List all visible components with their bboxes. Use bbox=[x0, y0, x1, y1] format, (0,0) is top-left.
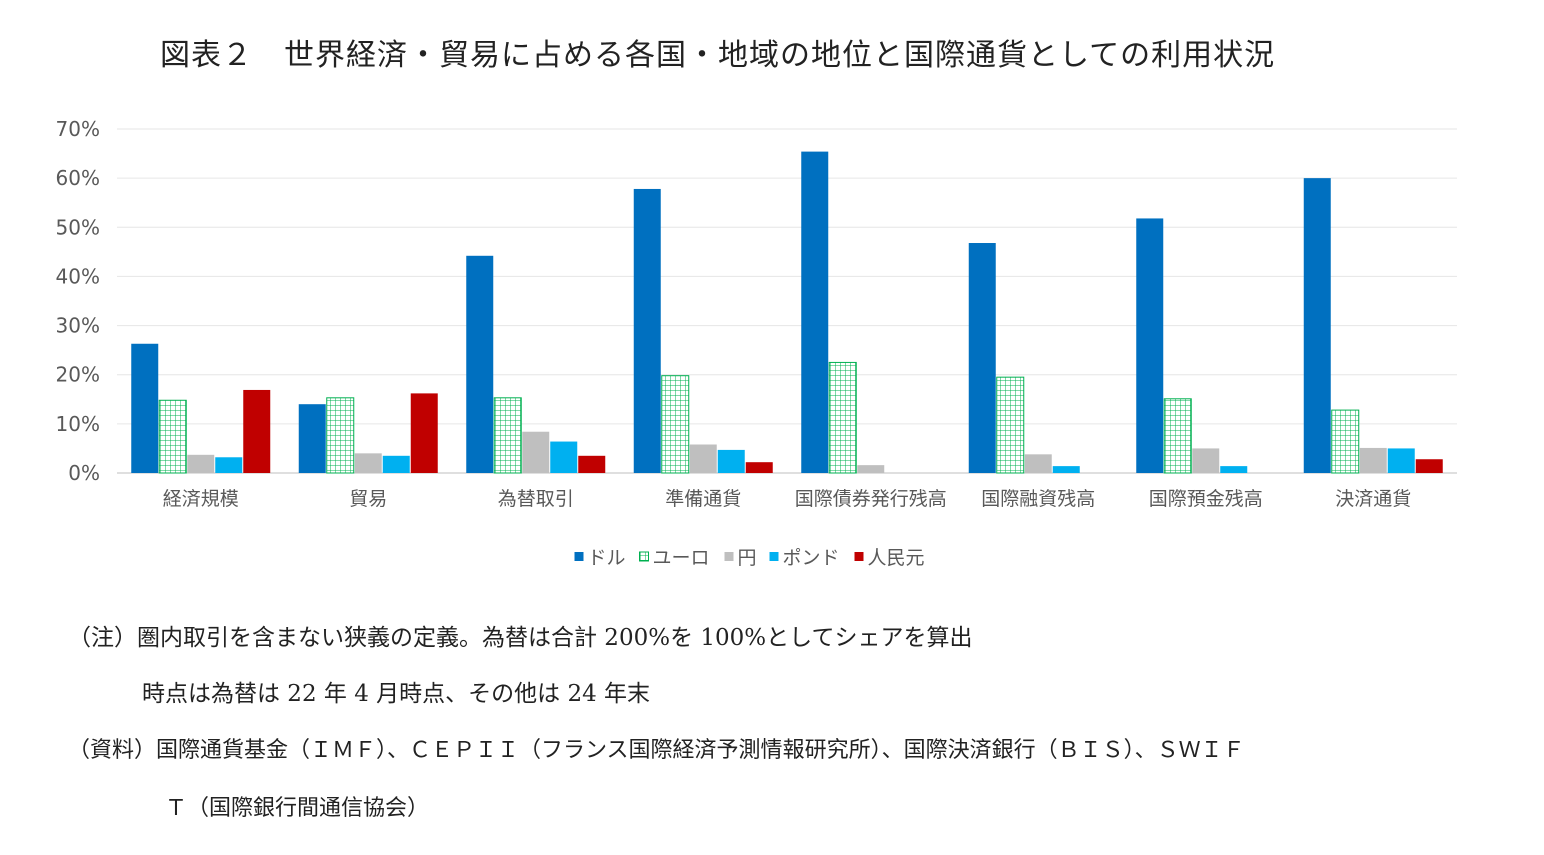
bar-ドル-準備通貨 bbox=[633, 188, 661, 473]
bar-ポンド-国際融資残高 bbox=[1052, 466, 1080, 473]
bar-人民元-経済規模 bbox=[243, 389, 271, 473]
category-label: 国際預金残高 bbox=[1149, 488, 1263, 510]
bar-ユーロ-為替取引 bbox=[493, 397, 522, 474]
bar-円-為替取引 bbox=[522, 431, 550, 473]
y-tick-label: 50% bbox=[56, 215, 100, 239]
bar-人民元-為替取引 bbox=[578, 455, 606, 473]
legend-label-ユーロ: ユーロ bbox=[653, 547, 710, 569]
bar-ドル-国際債券発行残高 bbox=[801, 151, 829, 473]
y-tick-label: 20% bbox=[56, 363, 100, 387]
y-tick-label: 60% bbox=[56, 166, 100, 190]
legend-swatch-人民元 bbox=[854, 552, 864, 561]
bars bbox=[131, 151, 1443, 474]
category-label: 決済通貨 bbox=[1335, 488, 1411, 510]
bar-人民元-貿易 bbox=[410, 393, 438, 473]
bar-ユーロ-準備通貨 bbox=[661, 375, 690, 474]
bar-ドル-国際融資残高 bbox=[968, 243, 996, 473]
legend-swatch-ユーロ bbox=[639, 551, 649, 562]
bar-ポンド-経済規模 bbox=[215, 457, 243, 473]
bar-円-国際融資残高 bbox=[1024, 454, 1052, 473]
category-label: 国際債券発行残高 bbox=[795, 488, 947, 510]
y-tick-label: 30% bbox=[56, 314, 100, 338]
chart-title: 図表２ 世界経済・貿易に占める各国・地域の地位と国際通貨としての利用状況 bbox=[160, 38, 1276, 73]
bar-ドル-為替取引 bbox=[466, 255, 494, 473]
bar-ポンド-国際預金残高 bbox=[1220, 466, 1248, 473]
legend-swatch-円 bbox=[724, 552, 734, 561]
bar-ドル-貿易 bbox=[298, 404, 326, 473]
legend-label-円: 円 bbox=[738, 547, 757, 569]
bar-円-決済通貨 bbox=[1359, 447, 1387, 473]
category-label: 為替取引 bbox=[498, 488, 574, 510]
legend-label-人民元: 人民元 bbox=[868, 547, 925, 569]
bar-円-貿易 bbox=[354, 453, 382, 473]
bar-ユーロ-国際預金残高 bbox=[1163, 398, 1192, 474]
legend: ドル ユーロ 円 ポンド 人民元 bbox=[574, 547, 925, 569]
category-label: 経済規模 bbox=[163, 488, 239, 510]
bar-ドル-経済規模 bbox=[131, 343, 159, 473]
bar-ポンド-決済通貨 bbox=[1387, 448, 1415, 473]
bar-ユーロ-経済規模 bbox=[158, 399, 187, 474]
y-tick-label: 70% bbox=[56, 117, 100, 141]
bar-人民元-準備通貨 bbox=[745, 462, 773, 473]
y-axis-ticks: 0% 10% 20% 30% 40% 50% 60% 70% bbox=[56, 117, 100, 485]
category-label: 国際融資残高 bbox=[981, 488, 1095, 510]
source-line-2: Ｔ（国際銀行間通信協会） bbox=[165, 796, 430, 821]
bar-ユーロ-決済通貨 bbox=[1331, 409, 1360, 474]
bar-円-経済規模 bbox=[187, 454, 215, 473]
bar-ポンド-貿易 bbox=[382, 455, 410, 473]
bar-chart: 0% 10% 20% 30% 40% 50% 60% 70% 経済規模 貿易 為替取引 準備通貨 国際… bbox=[56, 117, 1457, 569]
legend-label-ドル: ドル bbox=[588, 547, 626, 569]
y-tick-label: 40% bbox=[56, 264, 100, 288]
bar-ドル-国際預金残高 bbox=[1136, 218, 1164, 473]
bar-ポンド-準備通貨 bbox=[717, 449, 745, 473]
bar-ユーロ-貿易 bbox=[326, 397, 355, 474]
bar-ユーロ-国際債券発行残高 bbox=[828, 361, 857, 474]
legend-label-ポンド: ポンド bbox=[783, 547, 840, 569]
bar-ポンド-為替取引 bbox=[550, 441, 578, 473]
bar-円-国際債券発行残高 bbox=[857, 465, 885, 473]
category-label: 準備通貨 bbox=[665, 488, 741, 510]
legend-swatch-ポンド bbox=[769, 552, 779, 561]
y-tick-label: 0% bbox=[68, 461, 100, 485]
bar-円-準備通貨 bbox=[689, 444, 717, 473]
legend-swatch-ドル bbox=[574, 552, 584, 561]
bar-人民元-決済通貨 bbox=[1415, 459, 1443, 473]
note-line-1: （注）圏内取引を含まない狭義の定義。為替は合計 200%を 100%としてシェア… bbox=[68, 625, 973, 651]
bar-ユーロ-国際融資残高 bbox=[996, 376, 1025, 474]
category-labels: 経済規模 貿易 為替取引 準備通貨 国際債券発行残高 国際融資残高 国際預金残高 決済通貨 bbox=[163, 488, 1412, 510]
bar-円-国際預金残高 bbox=[1192, 448, 1220, 473]
note-line-2: 時点は為替は 22 年 4 月時点、その他は 24 年末 bbox=[142, 681, 651, 707]
source-line-1: （資料）国際通貨基金（ＩＭＦ）、ＣＥＰＩＩ（フランス国際経済予測情報研究所）、国… bbox=[68, 738, 1245, 763]
y-tick-label: 10% bbox=[56, 412, 100, 436]
bar-ドル-決済通貨 bbox=[1303, 178, 1331, 473]
category-label: 貿易 bbox=[349, 488, 387, 510]
